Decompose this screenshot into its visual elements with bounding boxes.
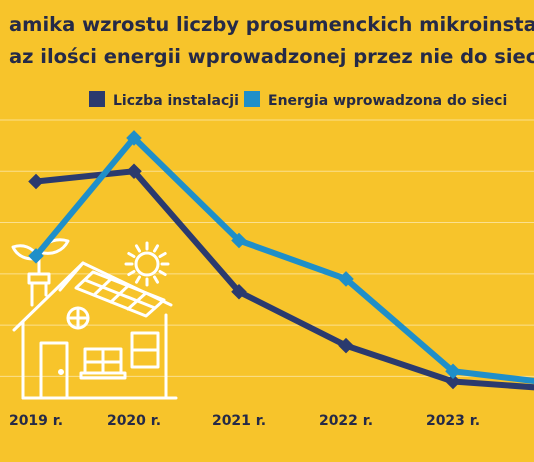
chart-title-line-2: az ilości energii wprowadzonej przez nie… — [9, 45, 534, 68]
chart-title-line-1: amika wzrostu liczby prosumenckich mikro… — [9, 13, 534, 36]
legend-label-energia: Energia wprowadzona do sieci — [268, 93, 507, 109]
data-point — [126, 130, 142, 146]
legend-swatch-liczba — [89, 91, 105, 107]
series-line-liczba-instalacji — [35, 168, 534, 391]
data-point — [231, 283, 247, 300]
x-tick-label: 2020 r. — [107, 413, 161, 429]
house-with-solar-panels-icon — [11, 238, 178, 400]
series-line-energia — [33, 134, 534, 384]
series-layer — [28, 130, 534, 391]
x-tick-label: 2023 r. — [426, 413, 480, 429]
x-axis-ticks: 2019 r. 2020 r. 2021 r. 2022 r. 2023 r. — [9, 413, 480, 429]
legend-label-liczba: Liczba instalacji — [113, 93, 239, 109]
x-tick-label: 2022 r. — [319, 413, 373, 429]
x-tick-label: 2019 r. — [9, 413, 63, 429]
legend: Liczba instalacji Energia wprowadzona do… — [89, 91, 507, 109]
x-tick-label: 2021 r. — [212, 413, 266, 429]
sun-icon — [124, 241, 170, 287]
data-point — [28, 173, 44, 190]
data-point — [126, 163, 142, 180]
legend-swatch-energia — [244, 91, 260, 107]
data-point — [28, 248, 44, 264]
data-point — [231, 232, 247, 249]
